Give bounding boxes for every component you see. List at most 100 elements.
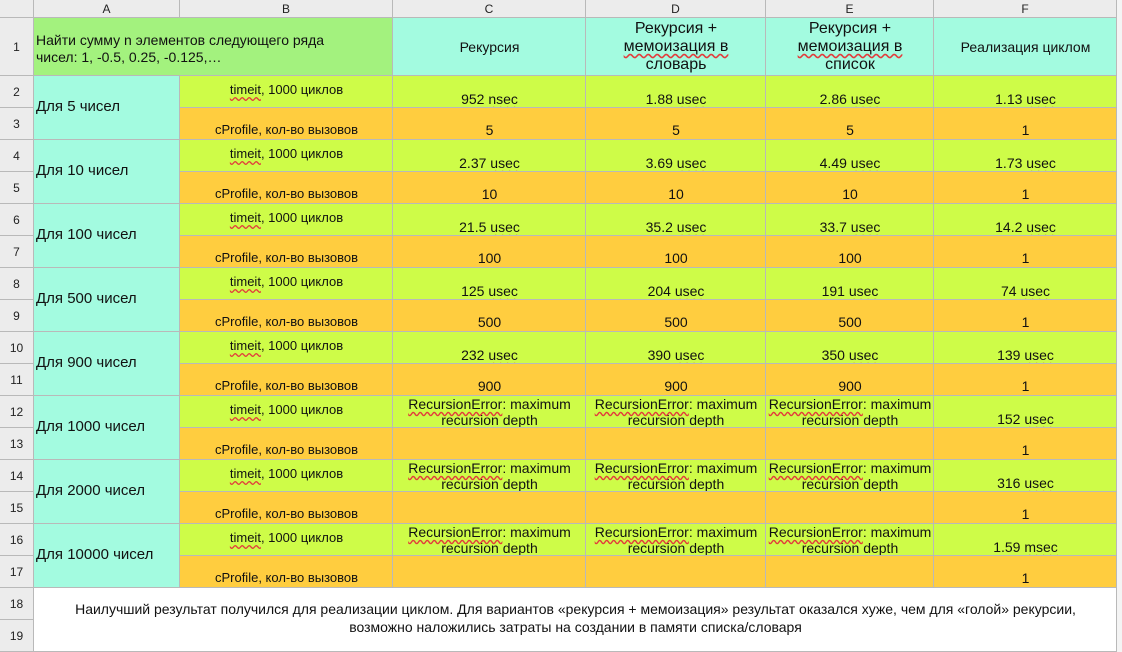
group-label-cell[interactable]: Для 10 чисел (34, 140, 180, 204)
timeit-label-cell[interactable]: timeit, 1000 циклов (180, 396, 393, 428)
column-header[interactable]: D (586, 0, 766, 18)
timeit-value-cell[interactable]: 1.59 msec (934, 524, 1117, 556)
calls-value-cell[interactable]: 1 (934, 108, 1117, 140)
timeit-label-cell[interactable]: timeit, 1000 циклов (180, 140, 393, 172)
calls-value-cell[interactable]: 5 (586, 108, 766, 140)
row-header[interactable]: 4 (0, 140, 34, 172)
timeit-label-cell[interactable]: timeit, 1000 циклов (180, 460, 393, 492)
timeit-label-cell[interactable]: timeit, 1000 циклов (180, 204, 393, 236)
calls-value-cell[interactable] (586, 428, 766, 460)
group-label-cell[interactable]: Для 1000 чисел (34, 396, 180, 460)
calls-value-cell[interactable] (766, 492, 934, 524)
calls-value-cell[interactable] (393, 492, 586, 524)
calls-value-cell[interactable] (393, 428, 586, 460)
calls-value-cell[interactable]: 1 (934, 492, 1117, 524)
timeit-value-cell[interactable]: 1.88 usec (586, 76, 766, 108)
row-header[interactable]: 13 (0, 428, 34, 460)
timeit-value-cell[interactable]: RecursionError: maximum recursion depth (586, 396, 766, 428)
row-header[interactable]: 7 (0, 236, 34, 268)
header-cell-d[interactable]: Рекурсия + мемоизация в словарь (586, 18, 766, 76)
timeit-value-cell[interactable]: 35.2 usec (586, 204, 766, 236)
corner-cell[interactable] (0, 0, 34, 18)
timeit-value-cell[interactable]: RecursionError: maximum recursion depth (393, 460, 586, 492)
calls-value-cell[interactable] (766, 428, 934, 460)
row-header[interactable]: 3 (0, 108, 34, 140)
row-header[interactable]: 2 (0, 76, 34, 108)
row-header[interactable]: 1 (0, 18, 34, 76)
calls-value-cell[interactable]: 1 (934, 364, 1117, 396)
calls-value-cell[interactable]: 1 (934, 300, 1117, 332)
row-header[interactable]: 5 (0, 172, 34, 204)
group-label-cell[interactable]: Для 5 чисел (34, 76, 180, 140)
conclusion-cell[interactable]: Наилучший результат получился для реализ… (34, 588, 1117, 652)
cprofile-label-cell[interactable]: cProfile, кол-во вызовов (180, 428, 393, 460)
timeit-value-cell[interactable]: 191 usec (766, 268, 934, 300)
calls-value-cell[interactable]: 1 (934, 172, 1117, 204)
calls-value-cell[interactable]: 900 (393, 364, 586, 396)
column-header[interactable]: F (934, 0, 1117, 18)
cprofile-label-cell[interactable]: cProfile, кол-во вызовов (180, 300, 393, 332)
header-cell-c[interactable]: Рекурсия (393, 18, 586, 76)
timeit-value-cell[interactable]: 390 usec (586, 332, 766, 364)
timeit-value-cell[interactable]: 232 usec (393, 332, 586, 364)
timeit-label-cell[interactable]: timeit, 1000 циклов (180, 524, 393, 556)
group-label-cell[interactable]: Для 900 чисел (34, 332, 180, 396)
calls-value-cell[interactable]: 5 (393, 108, 586, 140)
timeit-label-cell[interactable]: timeit, 1000 циклов (180, 332, 393, 364)
timeit-value-cell[interactable]: 952 nsec (393, 76, 586, 108)
row-header[interactable]: 10 (0, 332, 34, 364)
calls-value-cell[interactable]: 900 (586, 364, 766, 396)
timeit-value-cell[interactable]: 204 usec (586, 268, 766, 300)
group-label-cell[interactable]: Для 2000 чисел (34, 460, 180, 524)
timeit-label-cell[interactable]: timeit, 1000 циклов (180, 268, 393, 300)
column-header[interactable]: B (180, 0, 393, 18)
row-header[interactable]: 16 (0, 524, 34, 556)
timeit-value-cell[interactable]: RecursionError: maximum recursion depth (393, 524, 586, 556)
calls-value-cell[interactable]: 1 (934, 556, 1117, 588)
timeit-value-cell[interactable]: RecursionError: maximum recursion depth (766, 460, 934, 492)
timeit-value-cell[interactable]: 14.2 usec (934, 204, 1117, 236)
column-header[interactable]: A (34, 0, 180, 18)
timeit-value-cell[interactable]: 152 usec (934, 396, 1117, 428)
row-header[interactable]: 11 (0, 364, 34, 396)
group-label-cell[interactable]: Для 10000 чисел (34, 524, 180, 588)
row-header[interactable]: 8 (0, 268, 34, 300)
timeit-value-cell[interactable]: 4.49 usec (766, 140, 934, 172)
cprofile-label-cell[interactable]: cProfile, кол-во вызовов (180, 172, 393, 204)
calls-value-cell[interactable]: 100 (766, 236, 934, 268)
column-header[interactable]: E (766, 0, 934, 18)
calls-value-cell[interactable]: 1 (934, 428, 1117, 460)
row-header[interactable]: 12 (0, 396, 34, 428)
calls-value-cell[interactable]: 100 (393, 236, 586, 268)
cprofile-label-cell[interactable]: cProfile, кол-во вызовов (180, 108, 393, 140)
timeit-value-cell[interactable]: 33.7 usec (766, 204, 934, 236)
timeit-value-cell[interactable]: 2.86 usec (766, 76, 934, 108)
timeit-value-cell[interactable]: 3.69 usec (586, 140, 766, 172)
calls-value-cell[interactable] (586, 556, 766, 588)
timeit-value-cell[interactable]: 1.13 usec (934, 76, 1117, 108)
calls-value-cell[interactable]: 10 (766, 172, 934, 204)
calls-value-cell[interactable]: 100 (586, 236, 766, 268)
timeit-value-cell[interactable]: 1.73 usec (934, 140, 1117, 172)
row-header[interactable]: 15 (0, 492, 34, 524)
calls-value-cell[interactable] (766, 556, 934, 588)
cprofile-label-cell[interactable]: cProfile, кол-во вызовов (180, 492, 393, 524)
timeit-value-cell[interactable]: 125 usec (393, 268, 586, 300)
timeit-value-cell[interactable]: 139 usec (934, 332, 1117, 364)
timeit-value-cell[interactable]: RecursionError: maximum recursion depth (766, 524, 934, 556)
group-label-cell[interactable]: Для 100 чисел (34, 204, 180, 268)
calls-value-cell[interactable]: 900 (766, 364, 934, 396)
header-cell-f[interactable]: Реализация циклом (934, 18, 1117, 76)
calls-value-cell[interactable]: 5 (766, 108, 934, 140)
timeit-value-cell[interactable]: RecursionError: maximum recursion depth (586, 460, 766, 492)
timeit-value-cell[interactable]: 316 usec (934, 460, 1117, 492)
calls-value-cell[interactable]: 500 (766, 300, 934, 332)
timeit-value-cell[interactable]: RecursionError: maximum recursion depth (393, 396, 586, 428)
calls-value-cell[interactable]: 10 (586, 172, 766, 204)
timeit-label-cell[interactable]: timeit, 1000 циклов (180, 76, 393, 108)
column-header[interactable]: C (393, 0, 586, 18)
calls-value-cell[interactable]: 500 (393, 300, 586, 332)
timeit-value-cell[interactable]: RecursionError: maximum recursion depth (766, 396, 934, 428)
group-label-cell[interactable]: Для 500 чисел (34, 268, 180, 332)
calls-value-cell[interactable] (393, 556, 586, 588)
